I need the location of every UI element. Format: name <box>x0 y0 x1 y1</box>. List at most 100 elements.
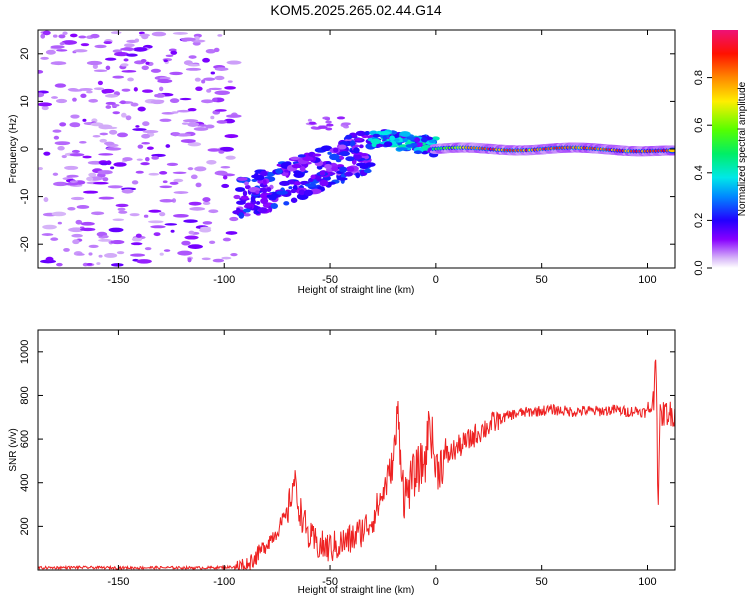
spectral-blob <box>52 129 62 133</box>
spectral-blob <box>224 134 239 139</box>
y-tick-label: 200 <box>19 517 31 535</box>
spectral-blob <box>61 154 67 159</box>
spectral-blob <box>194 166 207 172</box>
spectral-blob <box>229 216 239 222</box>
spectral-blob <box>112 218 125 222</box>
spectral-blob <box>123 58 129 62</box>
snr-series-line <box>38 359 675 570</box>
y-tick-label: 0 <box>19 146 31 152</box>
snr-x-ticks: -150 -100 -50 0 50 100 <box>107 330 657 588</box>
x-tick-label: 0 <box>433 576 439 588</box>
spectral-blob <box>165 54 174 58</box>
spectral-blob <box>40 56 49 60</box>
spectral-blob <box>133 87 138 92</box>
spectral-blob <box>327 151 332 155</box>
spectral-blob <box>71 149 80 154</box>
spectral-blob <box>76 253 85 256</box>
spectral-blob <box>173 191 189 194</box>
spectral-blob <box>116 132 128 138</box>
spectral-blob <box>104 253 118 258</box>
spectral-blob <box>143 214 149 218</box>
spectral-blob <box>42 224 57 230</box>
spectral-blob <box>99 162 109 166</box>
spectral-blob <box>176 109 191 113</box>
spectral-blob <box>159 252 164 256</box>
spectral-blob <box>420 137 428 143</box>
spectral-blob <box>162 180 168 184</box>
spectral-blob <box>108 227 124 233</box>
spectral-blob <box>42 30 51 36</box>
spectral-blob <box>319 171 326 176</box>
spectral-blob <box>153 232 161 237</box>
spectral-blob <box>56 49 68 52</box>
spectral-blob <box>244 181 249 186</box>
spectral-blob <box>172 171 187 175</box>
spectral-blob <box>355 130 366 137</box>
spectral-blob <box>40 33 46 39</box>
spectral-blob <box>45 49 56 55</box>
spectral-blob <box>70 196 85 201</box>
spectral-blob <box>370 138 382 145</box>
spectral-blob <box>213 47 220 53</box>
spectral-blob <box>188 55 197 59</box>
spectral-blob <box>293 172 305 178</box>
spectral-blob <box>98 196 115 200</box>
spectral-blob <box>103 141 115 146</box>
spectral-blob <box>372 133 381 138</box>
spectral-blob <box>378 131 391 136</box>
spectral-blob <box>284 169 289 173</box>
spectral-blob <box>257 187 269 192</box>
spectral-blob <box>92 134 101 138</box>
spectral-blob <box>69 180 78 183</box>
spectral-blob <box>195 86 203 91</box>
spectral-blob <box>192 41 201 46</box>
spectral-blob <box>195 182 202 188</box>
spectral-blob <box>135 233 142 238</box>
spectral-blob <box>345 166 355 172</box>
spectral-blob <box>93 87 105 91</box>
spectral-blob <box>93 69 108 72</box>
colorbar-tick-label: 0.0 <box>693 260 705 275</box>
spectral-blob <box>88 172 97 177</box>
spectral-blob <box>107 185 123 189</box>
spectral-blob <box>78 35 87 39</box>
spectral-blob <box>181 122 189 125</box>
spectrogram-y-ticks: 20 10 0 -10 -20 <box>19 48 675 252</box>
spectral-blob <box>141 65 149 71</box>
spectral-blob <box>307 118 313 122</box>
spectral-blob <box>118 210 128 214</box>
spectral-blob <box>52 34 58 38</box>
colorbar: 0.0 0.2 0.4 0.6 0.8 Normalized spectral ampl… <box>693 30 748 276</box>
spectral-blob <box>141 133 151 139</box>
spectral-blob <box>121 112 127 118</box>
spectral-blob <box>102 235 109 239</box>
spectral-blob <box>126 53 138 57</box>
spectral-blob <box>242 208 251 213</box>
spectral-blob <box>172 132 179 137</box>
spectral-blob <box>187 108 197 112</box>
spectral-blob <box>170 229 175 233</box>
spectral-blob <box>214 90 231 95</box>
spectral-blob <box>38 102 53 107</box>
spectral-blob <box>210 115 215 120</box>
spectral-blob <box>53 135 60 140</box>
spectral-blob <box>290 156 300 161</box>
spectral-blob <box>222 175 228 180</box>
spectral-blob <box>181 37 196 42</box>
spectral-blob <box>288 186 293 190</box>
x-tick-label: -100 <box>213 576 235 588</box>
spectral-blob <box>226 114 242 118</box>
spectral-blob <box>202 197 211 203</box>
spectral-blob <box>206 88 212 93</box>
spectral-blob <box>64 182 79 186</box>
spectral-blob <box>233 194 241 200</box>
spectral-blob <box>266 187 272 192</box>
spectral-blob <box>66 174 79 178</box>
spectral-blob <box>193 127 209 131</box>
spectral-blob <box>86 60 103 66</box>
spectral-blob <box>120 47 135 51</box>
spectral-blob <box>226 60 242 65</box>
spectral-blob <box>221 183 230 189</box>
x-tick-label: -50 <box>322 274 338 286</box>
spectral-blob <box>132 128 147 131</box>
